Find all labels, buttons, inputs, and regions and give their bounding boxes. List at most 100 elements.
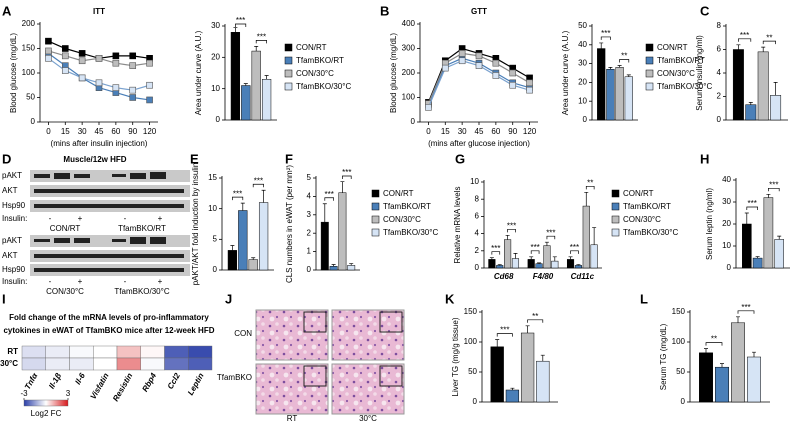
error-bar	[576, 264, 581, 266]
significance-label: ***	[546, 228, 555, 237]
y-tick-label: 5	[213, 234, 218, 243]
significance-bracket	[255, 40, 267, 44]
significance-bracket	[619, 59, 630, 63]
significance-label: **	[621, 52, 627, 61]
blot-group: TfamBKO/30°C	[114, 287, 169, 296]
error-bar	[349, 263, 354, 266]
bar	[258, 202, 269, 271]
point	[129, 86, 137, 94]
legend-swatch	[645, 82, 654, 91]
y-tick-label: 400	[402, 19, 416, 28]
panel-letter: F	[285, 151, 293, 166]
error-bar	[254, 46, 259, 52]
y-tick-label: 100	[22, 68, 36, 77]
heat-cell	[116, 345, 141, 359]
legend-label: TfamBKO/30°C	[623, 228, 678, 237]
bar	[745, 104, 757, 121]
y-axis-label: CLS numbers in eWAT (per mm²)	[285, 165, 294, 283]
y-tick-label: 2	[717, 92, 722, 101]
significance-label: ***	[601, 29, 610, 38]
column-label: Il-6	[73, 371, 87, 386]
y-tick-label: 10	[208, 204, 217, 213]
error-bar	[720, 363, 724, 368]
significance-label: ***	[257, 32, 266, 41]
significance-bracket	[768, 187, 780, 192]
bar	[551, 260, 559, 269]
blot-top: pAKT AKT Hsp90 Insulin: - + - + CON/RT T…	[2, 170, 190, 233]
heat-cell	[69, 345, 94, 359]
error-bar	[777, 235, 782, 240]
y-tick-label: 30	[722, 197, 731, 206]
y-tick-label: 2	[307, 228, 312, 237]
x-tick-label: 15	[441, 127, 450, 136]
y-tick-label: 4	[717, 68, 722, 77]
significance-label: ***	[233, 189, 242, 198]
bar	[574, 265, 582, 269]
bar	[241, 85, 251, 121]
blot-row-label: Hsp90	[2, 201, 26, 210]
insulin-sign: +	[78, 277, 83, 286]
inset	[379, 365, 403, 387]
panel-letter: D	[2, 151, 11, 166]
bar	[770, 95, 782, 121]
bar	[582, 205, 590, 269]
error-bar	[243, 83, 248, 86]
heat-cell	[45, 357, 70, 371]
x-tick-label: 0	[426, 127, 431, 136]
error-bar	[261, 189, 266, 203]
blot-row-label: AKT	[2, 251, 18, 260]
y-tick-label: 20	[578, 78, 587, 87]
blot-bottom: pAKT AKT Hsp90 Insulin: - + - + CON/30°C…	[2, 235, 190, 296]
error-bar	[568, 256, 573, 260]
x-tick-label: 60	[491, 127, 500, 136]
error-bar	[584, 191, 589, 207]
legend-label: CON/RT	[296, 43, 327, 52]
bar	[543, 245, 551, 269]
blot-row-label: Insulin:	[2, 277, 27, 286]
histology-row-label: CON	[234, 329, 252, 338]
point	[61, 45, 69, 52]
chart-title: Fold change of the mRNA levels of pro-in…	[9, 313, 209, 322]
y-tick-label: 0	[213, 265, 218, 274]
legend-swatch	[611, 202, 620, 211]
heat-cell	[69, 357, 94, 371]
legend-swatch	[645, 56, 654, 65]
significance-bracket	[737, 310, 755, 314]
panel-letter: K	[445, 291, 455, 306]
column-label: Leptin	[186, 371, 206, 396]
significance-label: ***	[741, 303, 750, 312]
histology-row-label: TfamBKO	[217, 373, 252, 382]
point	[78, 74, 86, 82]
bar	[732, 49, 744, 121]
bar	[230, 32, 241, 121]
bar	[527, 259, 535, 269]
y-axis-label: Area under curve (A.U.)	[561, 30, 570, 115]
legend-label: CON/RT	[623, 189, 654, 198]
insulin-sign: -	[124, 214, 127, 223]
significance-label: ***	[769, 180, 778, 189]
error-bar	[748, 102, 753, 105]
bar	[590, 244, 598, 269]
axis-line	[39, 22, 158, 123]
bar	[535, 263, 543, 269]
panel-letter: J	[225, 291, 232, 306]
bar	[320, 221, 329, 271]
y-tick-label: 10	[470, 177, 479, 186]
legend-swatch	[284, 82, 293, 91]
y-axis-label: pAKT/AKT fold induction by insulin	[191, 163, 200, 286]
bar	[251, 50, 261, 121]
bar	[566, 259, 575, 269]
point	[458, 57, 466, 65]
legend-swatch	[645, 43, 654, 52]
bar	[347, 265, 356, 271]
panel-letter: A	[2, 3, 12, 18]
significance-label: ***	[254, 176, 263, 185]
blot-bands	[34, 237, 184, 272]
legend-swatch	[371, 228, 380, 237]
significance-bracket	[746, 206, 758, 210]
significance-label: ***	[500, 326, 509, 335]
insulin-sign: +	[158, 277, 163, 286]
chart-title: GTT	[471, 7, 487, 16]
point	[509, 81, 517, 89]
